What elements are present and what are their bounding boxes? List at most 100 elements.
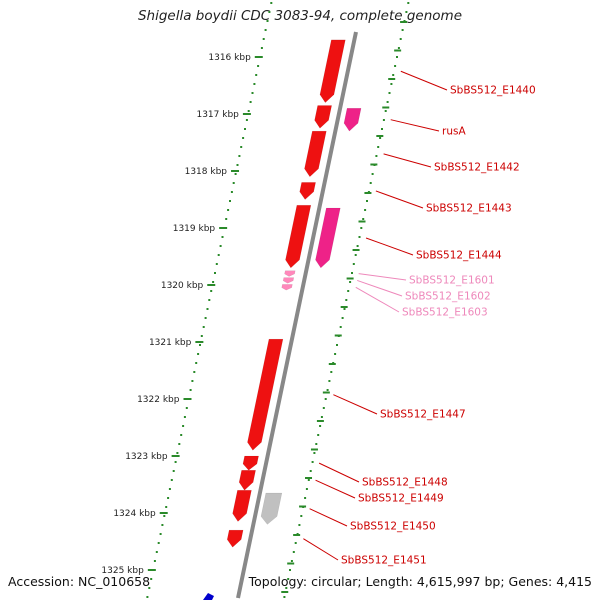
right-track-dot	[317, 434, 320, 436]
gene-arrow-g1443[interactable]	[299, 182, 316, 200]
left-track-dot	[255, 74, 258, 76]
right-track-dot	[298, 524, 301, 526]
left-track-dot	[227, 209, 230, 211]
gene-arrow-grusA[interactable]	[343, 108, 362, 132]
right-track-dot	[305, 488, 308, 490]
left-track-dot	[172, 470, 175, 472]
left-track-dot	[183, 416, 186, 418]
callout-line	[390, 119, 440, 132]
gene-label-g1440[interactable]: SbBS512_E1440	[450, 85, 536, 97]
accession-label: Accession: NC_010658	[8, 574, 151, 589]
left-track-dot	[266, 20, 269, 22]
left-track-dot	[178, 443, 181, 445]
callout-line	[375, 190, 424, 209]
left-track-dot	[195, 362, 198, 364]
left-track-dot	[214, 272, 216, 274]
left-track-dot	[174, 461, 177, 463]
gene-arrow-g1451[interactable]	[226, 529, 244, 548]
callout-line	[355, 286, 400, 313]
right-track-dot	[324, 398, 327, 400]
left-track-dot	[249, 101, 252, 103]
gene-arrow-g1441[interactable]	[314, 105, 332, 129]
scale-label: 1323 kbp	[125, 452, 168, 462]
gene-label-g1603[interactable]: SbBS512_E1603	[402, 307, 488, 319]
gene-label-g1444[interactable]: SbBS512_E1444	[416, 250, 502, 262]
callout-line	[383, 153, 432, 168]
scale-label: 1321 kbp	[149, 338, 192, 348]
left-track-dot	[245, 119, 248, 121]
right-track-dot	[307, 479, 310, 481]
right-track-dot	[309, 470, 312, 472]
gene-label-g1443[interactable]: SbBS512_E1443	[426, 203, 512, 215]
gene-arrow-g1601[interactable]	[284, 270, 296, 277]
left-track-dot	[199, 344, 201, 346]
right-track-dot	[369, 182, 372, 184]
left-track-dot	[225, 218, 228, 220]
track-layer	[146, 2, 410, 598]
gene-label-g1449[interactable]: SbBS512_E1449	[358, 493, 444, 505]
scale-label: 1322 kbp	[137, 395, 180, 405]
gene-label-g1447[interactable]: SbBS512_E1447	[380, 409, 466, 421]
gene-arrow-g1444a[interactable]	[285, 204, 312, 269]
right-track-dot	[366, 200, 368, 202]
gene-label-g1442[interactable]: SbBS512_E1442	[434, 162, 520, 174]
left-track-dot	[240, 146, 243, 148]
gene-arrow-g1602[interactable]	[282, 277, 295, 284]
right-track-dot	[319, 425, 322, 427]
gene-arrow-g1447[interactable]	[247, 338, 284, 451]
right-track-dot	[290, 560, 293, 562]
scale-label: 1324 kbp	[113, 509, 156, 519]
left-track-dot	[148, 587, 151, 589]
right-track-dot	[339, 326, 342, 328]
left-track-dot	[165, 506, 168, 508]
right-track-dot	[345, 299, 348, 301]
right-track-dot	[382, 119, 385, 121]
left-track-dot	[268, 11, 271, 13]
callout-line	[303, 538, 339, 561]
left-track-dot	[150, 578, 153, 580]
left-track-dot	[234, 173, 237, 175]
gene-label-g1602[interactable]: SbBS512_E1602	[405, 291, 491, 303]
left-track-dot	[170, 479, 173, 481]
right-track-dot	[320, 416, 323, 418]
right-track-dot	[377, 146, 380, 148]
gene-arrow-g1442[interactable]	[304, 130, 327, 178]
right-track-dot	[289, 569, 291, 571]
left-track-dot	[262, 38, 265, 40]
left-track-dot	[159, 533, 162, 535]
left-track-dot	[189, 389, 192, 391]
right-track-dot	[371, 173, 374, 175]
right-track-dot	[405, 11, 408, 13]
gene-arrow-g1603[interactable]	[281, 284, 293, 291]
callout-line	[400, 70, 448, 91]
callout-line	[309, 508, 348, 527]
right-track-dot	[381, 128, 383, 130]
gene-label-g1451[interactable]: SbBS512_E1451	[341, 555, 427, 567]
scale-label: 1325 kbp	[101, 566, 144, 576]
left-track-dot	[244, 128, 246, 130]
left-track-dot	[270, 2, 273, 4]
left-track-dot	[236, 164, 239, 166]
callout-line	[333, 394, 378, 415]
gene-label-g1450[interactable]: SbBS512_E1450	[350, 521, 436, 533]
gene-arrow-g1440[interactable]	[319, 39, 346, 103]
left-track-dot	[161, 524, 164, 526]
left-track-dot	[208, 299, 211, 301]
left-track-dot	[204, 317, 207, 319]
gene-arrow-g1444[interactable]	[315, 207, 341, 269]
gene-arrow-g1449[interactable]	[238, 470, 256, 491]
gene-arrow-g1450[interactable]	[260, 492, 283, 525]
scale-label: 1317 kbp	[196, 110, 239, 120]
left-track-dot	[153, 560, 156, 562]
gene-arrow-g1450a[interactable]	[232, 489, 252, 522]
gene-label-g1601[interactable]: SbBS512_E1601	[409, 275, 495, 287]
right-track-dot	[315, 443, 318, 445]
page-title: Shigella boydii CDC 3083-94, complete ge…	[137, 8, 463, 24]
gene-label-grusA[interactable]: rusA	[442, 126, 466, 138]
left-track-dot	[182, 425, 185, 427]
right-track-dot	[300, 515, 303, 517]
gene-arrow-g1448[interactable]	[242, 455, 259, 471]
gene-label-g1448[interactable]: SbBS512_E1448	[362, 477, 448, 489]
right-track-dot	[358, 236, 361, 238]
left-track-dot	[251, 92, 254, 94]
